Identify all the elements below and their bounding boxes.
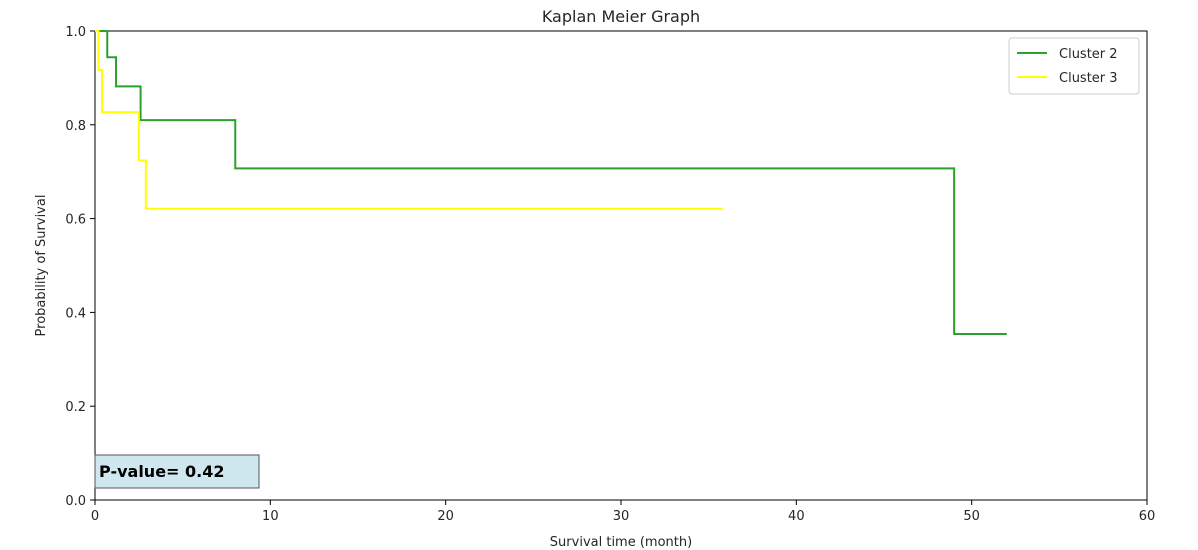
series-layer	[95, 30, 1007, 335]
y-tick-label: 0.4	[65, 306, 86, 321]
series-line-cluster-2	[95, 30, 1007, 335]
x-tick-label: 20	[437, 509, 454, 524]
p-value-annotation: P-value= 0.42	[94, 454, 260, 489]
y-tick-label: 0.2	[65, 400, 86, 415]
x-axis-label: Survival time (month)	[550, 535, 692, 550]
p-value-box	[94, 454, 260, 489]
chart-title: Kaplan Meier Graph	[542, 7, 700, 26]
x-tick-label: 40	[788, 509, 805, 524]
series-line-cluster-3	[95, 30, 723, 210]
x-tick-label: 0	[91, 509, 99, 524]
y-tick-label: 1.0	[65, 25, 86, 40]
legend: Cluster 2 Cluster 3	[1008, 37, 1140, 95]
p-value-text: P-value= 0.42	[99, 462, 225, 481]
legend-label: Cluster 3	[1059, 71, 1118, 86]
y-tick-label: 0.6	[65, 213, 86, 228]
legend-label: Cluster 2	[1059, 47, 1118, 62]
y-axis-label: Probability of Survival	[34, 195, 49, 337]
x-tick-label: 60	[1139, 509, 1156, 524]
plot-frame	[94, 30, 1148, 501]
axes: 0 10 20 30 40 50 60 0.0 0.2 0.4 0.6 0.8 1.0	[65, 25, 1155, 524]
y-tick-label: 0.8	[65, 119, 86, 134]
y-tick-label: 0.0	[65, 494, 86, 509]
x-tick-label: 50	[963, 509, 980, 524]
x-tick-label: 10	[262, 509, 279, 524]
x-tick-label: 30	[613, 509, 630, 524]
